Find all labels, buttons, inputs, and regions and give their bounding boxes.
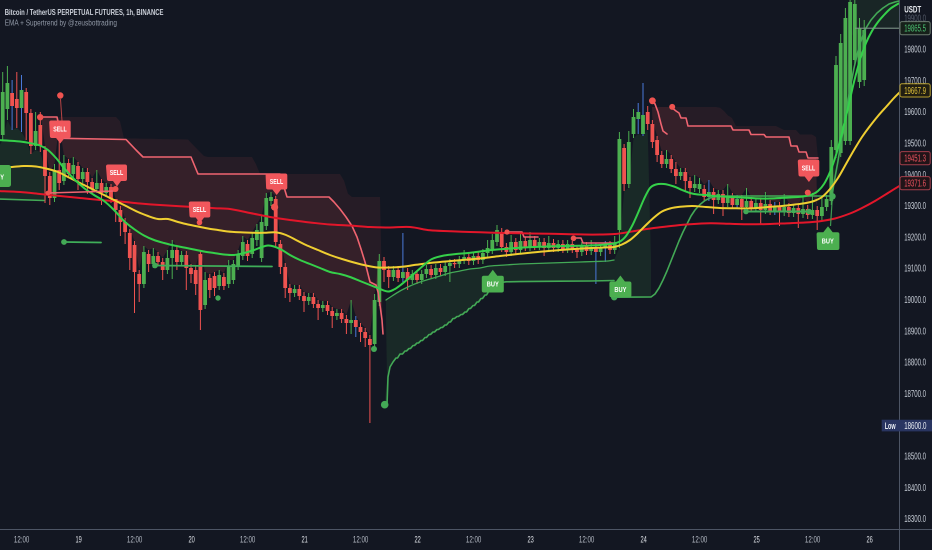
svg-text:12:00: 12:00 (353, 535, 368, 545)
svg-text:23: 23 (527, 535, 533, 545)
svg-text:12:00: 12:00 (579, 535, 594, 545)
svg-text:19200.0: 19200.0 (904, 232, 926, 243)
svg-text:19100.0: 19100.0 (904, 264, 926, 275)
svg-text:BUY: BUY (0, 175, 4, 182)
svg-text:19000.0: 19000.0 (904, 295, 926, 306)
svg-text:Low: Low (885, 421, 897, 431)
svg-text:SELL: SELL (110, 170, 124, 177)
svg-text:19451.3: 19451.3 (904, 154, 926, 165)
svg-text:26: 26 (866, 535, 872, 545)
svg-text:19300.0: 19300.0 (904, 201, 926, 212)
svg-text:21: 21 (301, 535, 307, 545)
svg-text:18800.0: 18800.0 (904, 358, 926, 369)
svg-text:BUY: BUY (487, 282, 499, 289)
svg-text:19400.0: 19400.0 (904, 170, 926, 181)
svg-text:BUY: BUY (614, 287, 626, 294)
svg-text:19700.0: 19700.0 (904, 76, 926, 87)
svg-text:18900.0: 18900.0 (904, 326, 926, 337)
svg-text:BUY: BUY (822, 239, 834, 246)
svg-text:SELL: SELL (53, 127, 67, 134)
svg-text:19600.0: 19600.0 (904, 107, 926, 118)
svg-text:19: 19 (75, 535, 81, 545)
svg-text:18500.0: 18500.0 (904, 452, 926, 463)
svg-text:12:00: 12:00 (127, 535, 142, 545)
svg-text:SELL: SELL (802, 165, 816, 172)
svg-text:20: 20 (188, 535, 194, 545)
svg-text:19900.0: 19900.0 (904, 13, 926, 24)
svg-text:18300.0: 18300.0 (904, 514, 926, 525)
svg-text:19800.0: 19800.0 (904, 45, 926, 56)
svg-text:22: 22 (414, 535, 420, 545)
svg-text:19500.0: 19500.0 (904, 139, 926, 150)
svg-text:12:00: 12:00 (14, 535, 29, 545)
svg-text:12:00: 12:00 (466, 535, 481, 545)
svg-text:SELL: SELL (270, 179, 284, 186)
svg-text:EMA + Supertrend by @zeusbottr: EMA + Supertrend by @zeusbottrading (5, 18, 117, 27)
svg-text:19667.9: 19667.9 (904, 86, 926, 97)
svg-text:12:00: 12:00 (240, 535, 255, 545)
svg-text:USDT: USDT (904, 4, 921, 15)
svg-text:18400.0: 18400.0 (904, 483, 926, 494)
svg-text:12:00: 12:00 (692, 535, 707, 545)
svg-text:25: 25 (753, 535, 759, 545)
svg-text:19865.5: 19865.5 (904, 24, 926, 35)
svg-text:12:00: 12:00 (805, 535, 820, 545)
svg-text:24: 24 (640, 535, 646, 545)
svg-text:19371.6: 19371.6 (904, 179, 926, 190)
svg-text:Bitcoin / TetherUS PERPETUAL F: Bitcoin / TetherUS PERPETUAL FUTURES, 1h… (5, 8, 164, 17)
svg-text:18600.0: 18600.0 (904, 421, 927, 432)
svg-text:SELL: SELL (193, 207, 207, 214)
svg-text:18700.0: 18700.0 (904, 389, 926, 400)
